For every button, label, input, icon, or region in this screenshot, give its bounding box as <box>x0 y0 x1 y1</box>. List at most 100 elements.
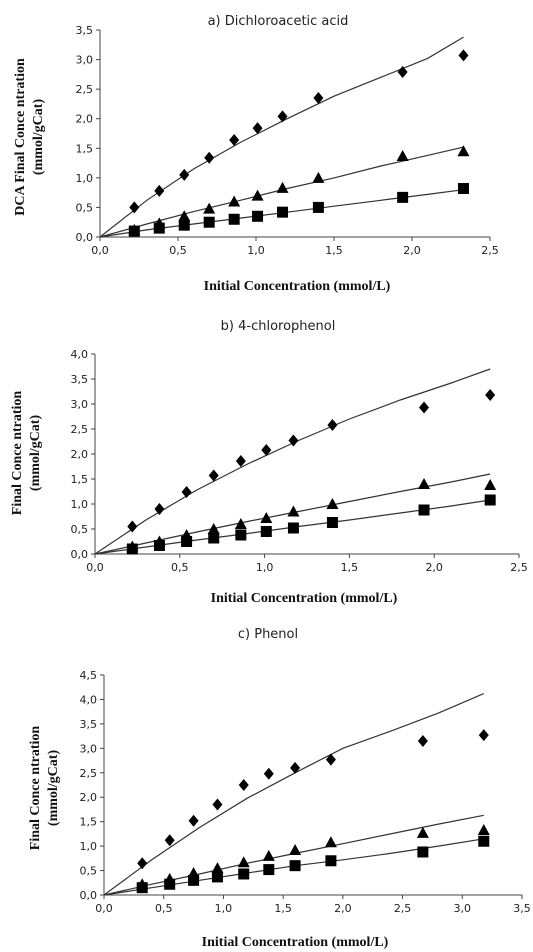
data-point-square <box>289 860 301 872</box>
data-point-triangle <box>203 202 216 214</box>
data-point-diamond <box>478 729 489 742</box>
y-tick-label: 1,5 <box>71 473 89 486</box>
data-point-diamond <box>238 779 249 791</box>
data-point-diamond <box>188 814 199 827</box>
data-point-square <box>287 522 299 534</box>
data-point-triangle <box>228 195 241 207</box>
y-axis-title: Final Conce ntration (mmol/gCat) <box>10 391 43 516</box>
y-tick-label: 2,5 <box>71 423 89 436</box>
y-tick-label: 1,5 <box>76 142 94 155</box>
x-tick-label: 1,5 <box>274 902 292 915</box>
data-point-diamond <box>263 767 274 780</box>
y-tick-label: 1,5 <box>80 816 98 829</box>
x-tick-label: 3,0 <box>454 902 472 915</box>
data-point-diamond <box>137 857 148 870</box>
y-tick-label: 4,0 <box>71 348 89 361</box>
x-tick-label: 1,0 <box>247 244 265 257</box>
x-axis-label: Initial Concentration (mmol/L) <box>202 935 389 950</box>
data-point-diamond <box>154 184 165 197</box>
data-point-diamond <box>204 151 215 164</box>
x-tick-label: 3,5 <box>513 902 531 915</box>
y-tick-label: 4,5 <box>80 669 98 682</box>
y-tick-label: 1,0 <box>80 840 98 853</box>
data-point-diamond <box>235 455 246 467</box>
data-point-triangle <box>457 145 470 157</box>
data-point-triangle <box>418 478 431 489</box>
data-point-diamond <box>327 419 338 431</box>
data-point-diamond <box>290 761 301 774</box>
data-point-diamond <box>208 469 219 482</box>
data-point-triangle <box>260 512 273 523</box>
data-point-square <box>417 846 429 858</box>
data-point-square <box>178 219 190 231</box>
x-tick-label: 2,0 <box>425 561 443 574</box>
y-tick-label: 2,0 <box>71 448 89 461</box>
data-point-square <box>235 529 247 541</box>
y-tick-label: 2,5 <box>76 83 94 96</box>
data-point-square <box>325 855 337 867</box>
data-point-square <box>188 874 200 886</box>
data-point-diamond <box>127 520 138 533</box>
data-point-square <box>397 191 409 203</box>
data-point-triangle <box>326 498 339 509</box>
data-point-triangle <box>312 171 325 183</box>
fit-line-triangle <box>99 146 464 238</box>
x-tick-label: 0,0 <box>95 902 113 915</box>
data-point-triangle <box>262 849 275 861</box>
x-tick-label: 0,5 <box>171 561 189 574</box>
x-tick-label: 2,5 <box>394 902 412 915</box>
data-point-square <box>126 543 138 555</box>
panel-title: b) 4-chlorophenol <box>221 319 336 334</box>
y-tick-label: 3,0 <box>80 742 98 755</box>
data-point-square <box>153 222 165 234</box>
data-point-square <box>203 216 215 228</box>
y-axis-title: DCA Final Conce ntration (mmol/gCat) <box>13 58 46 216</box>
x-tick-label: 0,5 <box>169 244 187 257</box>
data-point-square <box>260 526 272 537</box>
data-point-triangle <box>237 856 250 868</box>
y-axis-label-line-1: DCA Final Conce ntration <box>13 58 28 216</box>
data-point-triangle <box>289 844 302 856</box>
data-point-square <box>136 882 148 894</box>
y-axis-label-line-1: Final Conce ntration <box>28 726 43 851</box>
data-point-triangle <box>207 523 220 534</box>
data-point-square <box>228 213 240 225</box>
y-tick-label: 0,5 <box>71 523 89 536</box>
panel-c: c) Phenol Final Conce ntration (mmol/gCa… <box>28 627 531 950</box>
x-tick-label: 2,5 <box>510 561 528 574</box>
data-point-square <box>263 864 275 876</box>
y-tick-label: 2,0 <box>80 791 98 804</box>
plot-area: 0,0 0,5 1,0 1,5 2,0 2,5 3,0 3,5 4,0 0,0 0,5 1,0 1,5 2… <box>71 348 528 574</box>
fit-line-triangle <box>94 473 491 555</box>
data-point-square <box>164 878 176 890</box>
data-point-square <box>277 206 289 218</box>
data-point-square <box>128 225 140 237</box>
y-tick-label: 3,5 <box>76 24 94 37</box>
data-point-square <box>211 871 223 883</box>
x-tick-label: 1,0 <box>215 902 233 915</box>
panel-title: a) Dichloroacetic acid <box>208 14 349 29</box>
data-point-triangle <box>396 149 409 161</box>
x-tick-label: 0,0 <box>86 561 104 574</box>
data-point-diamond <box>277 110 288 123</box>
y-tick-label: 0,5 <box>80 865 98 878</box>
data-point-triangle <box>276 181 289 193</box>
y-tick-label: 3,5 <box>80 718 98 731</box>
data-point-triangle <box>324 836 337 848</box>
x-tick-label: 2,0 <box>403 244 421 257</box>
data-point-triangle <box>416 826 429 838</box>
data-point-square <box>181 536 193 547</box>
data-point-triangle <box>178 210 191 222</box>
data-point-square <box>484 494 496 506</box>
x-tick-label: 0,0 <box>91 244 109 257</box>
data-point-diamond <box>164 834 175 847</box>
data-point-diamond <box>288 434 299 447</box>
data-point-square <box>312 201 324 213</box>
y-tick-label: 4,0 <box>80 693 98 706</box>
plot-area: 0,0 0,5 1,0 1,5 2,0 2,5 3,0 3,5 4,0 4,5 0,0 0,5 1,0 1… <box>80 669 531 915</box>
data-point-square <box>238 868 250 880</box>
panel-title: c) Phenol <box>238 627 298 642</box>
data-point-square <box>252 210 264 222</box>
data-point-triangle <box>484 479 497 490</box>
